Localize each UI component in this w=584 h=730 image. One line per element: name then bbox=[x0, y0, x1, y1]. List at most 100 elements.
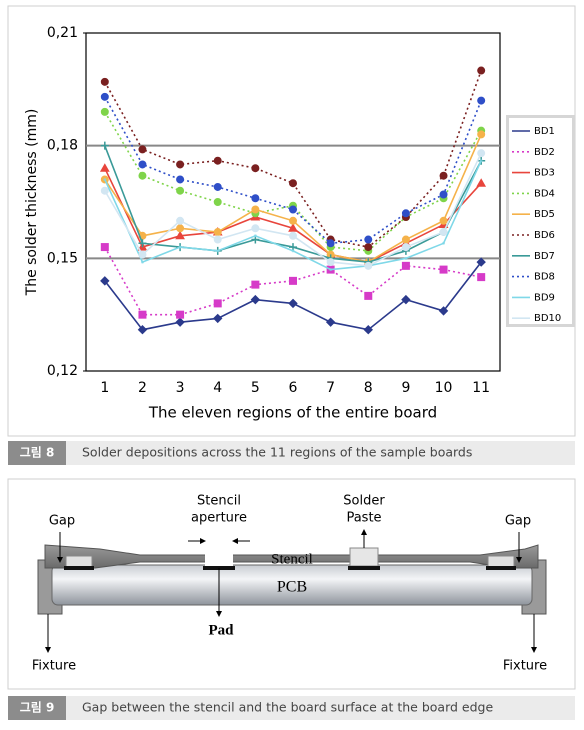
point bbox=[176, 310, 185, 319]
point bbox=[477, 273, 486, 282]
pcb-shape bbox=[51, 564, 533, 606]
point bbox=[100, 107, 109, 116]
point bbox=[329, 268, 333, 272]
caption-text: Solder depositions across the 11 regions… bbox=[82, 445, 472, 460]
point bbox=[100, 243, 109, 252]
point bbox=[176, 160, 185, 169]
point bbox=[213, 156, 222, 165]
point bbox=[438, 306, 449, 316]
diagram-label: aperture bbox=[191, 511, 247, 526]
point bbox=[140, 260, 144, 264]
x-tick-label: 10 bbox=[435, 380, 453, 396]
point bbox=[251, 280, 260, 289]
pad-shape bbox=[64, 566, 94, 570]
y-tick-label: 0,18 bbox=[47, 138, 78, 154]
y-tick-label: 0,12 bbox=[47, 363, 78, 379]
diagram-label: Fixture bbox=[32, 659, 76, 674]
point bbox=[289, 216, 297, 225]
plot-frame bbox=[85, 32, 501, 372]
point bbox=[442, 241, 446, 245]
point bbox=[439, 190, 448, 199]
diagram-label: Solder bbox=[343, 494, 385, 509]
point bbox=[213, 235, 222, 244]
point bbox=[253, 234, 257, 238]
point bbox=[176, 175, 185, 184]
legend-label: BD6 bbox=[534, 230, 555, 241]
point bbox=[364, 261, 373, 270]
diagram-label: Gap bbox=[505, 514, 531, 529]
point bbox=[401, 209, 410, 218]
x-axis-title: The eleven regions of the entire board bbox=[148, 404, 437, 422]
point bbox=[213, 182, 222, 191]
point bbox=[291, 249, 295, 253]
legend-label: BD3 bbox=[534, 168, 555, 179]
point bbox=[477, 66, 486, 75]
point bbox=[364, 291, 373, 300]
point bbox=[213, 228, 222, 237]
point bbox=[289, 276, 297, 285]
diagram-label: Stencil bbox=[197, 494, 241, 509]
point bbox=[250, 294, 261, 305]
legend-label: BD8 bbox=[534, 272, 555, 283]
legend-label: BD4 bbox=[534, 188, 555, 199]
point bbox=[100, 141, 109, 150]
point bbox=[103, 177, 107, 181]
point bbox=[138, 239, 147, 248]
legend-label: BD1 bbox=[534, 126, 555, 137]
caption-bar bbox=[8, 441, 575, 465]
y-axis-title: The solder thickness (mm) bbox=[24, 109, 40, 297]
caption-label: 그림 9 bbox=[20, 701, 55, 715]
stencil-shape bbox=[44, 544, 539, 569]
point bbox=[175, 317, 185, 327]
legend-inner bbox=[509, 118, 572, 324]
y-tick-label: 0,21 bbox=[47, 25, 78, 41]
point bbox=[251, 194, 260, 203]
diagram-label: Paste bbox=[346, 511, 381, 526]
diagram-label: Fixture bbox=[503, 659, 547, 674]
x-tick-label: 1 bbox=[100, 380, 109, 396]
diagram-label: Stencil bbox=[271, 551, 313, 567]
point bbox=[439, 171, 448, 180]
point bbox=[477, 96, 486, 105]
point bbox=[138, 310, 147, 319]
point bbox=[213, 313, 223, 324]
point bbox=[100, 186, 109, 195]
x-tick-label: 2 bbox=[138, 380, 147, 396]
x-tick-label: 8 bbox=[364, 380, 373, 396]
point bbox=[477, 130, 486, 139]
point bbox=[364, 235, 373, 244]
point bbox=[213, 299, 222, 308]
point bbox=[138, 160, 147, 169]
point bbox=[178, 245, 182, 249]
point bbox=[138, 250, 147, 259]
point bbox=[401, 235, 410, 244]
legend-label: BD5 bbox=[534, 209, 555, 220]
point bbox=[176, 186, 185, 195]
caption-label: 그림 8 bbox=[20, 446, 55, 460]
point bbox=[175, 230, 185, 240]
point bbox=[476, 257, 486, 267]
x-tick-label: 7 bbox=[326, 380, 335, 396]
line bbox=[104, 246, 482, 316]
point bbox=[99, 163, 110, 172]
point bbox=[100, 92, 109, 101]
x-tick-label: 4 bbox=[213, 380, 222, 396]
x-tick-label: 11 bbox=[472, 380, 490, 396]
legend-label: BD7 bbox=[534, 251, 555, 262]
legend-label: BD10 bbox=[534, 313, 561, 324]
x-tick-label: 3 bbox=[176, 380, 185, 396]
point bbox=[479, 159, 483, 163]
point bbox=[137, 324, 148, 335]
caption-text: Gap between the stencil and the board su… bbox=[82, 700, 493, 715]
diagram-frame bbox=[7, 478, 576, 690]
point bbox=[401, 294, 411, 305]
x-tick-label: 6 bbox=[289, 380, 298, 396]
caption-label-box bbox=[8, 441, 66, 465]
point bbox=[289, 205, 297, 214]
point bbox=[288, 298, 298, 309]
diagram-label: Pad bbox=[208, 622, 234, 638]
legend-label: BD9 bbox=[534, 292, 555, 303]
point bbox=[138, 145, 147, 154]
point bbox=[363, 324, 373, 335]
point bbox=[288, 223, 298, 232]
